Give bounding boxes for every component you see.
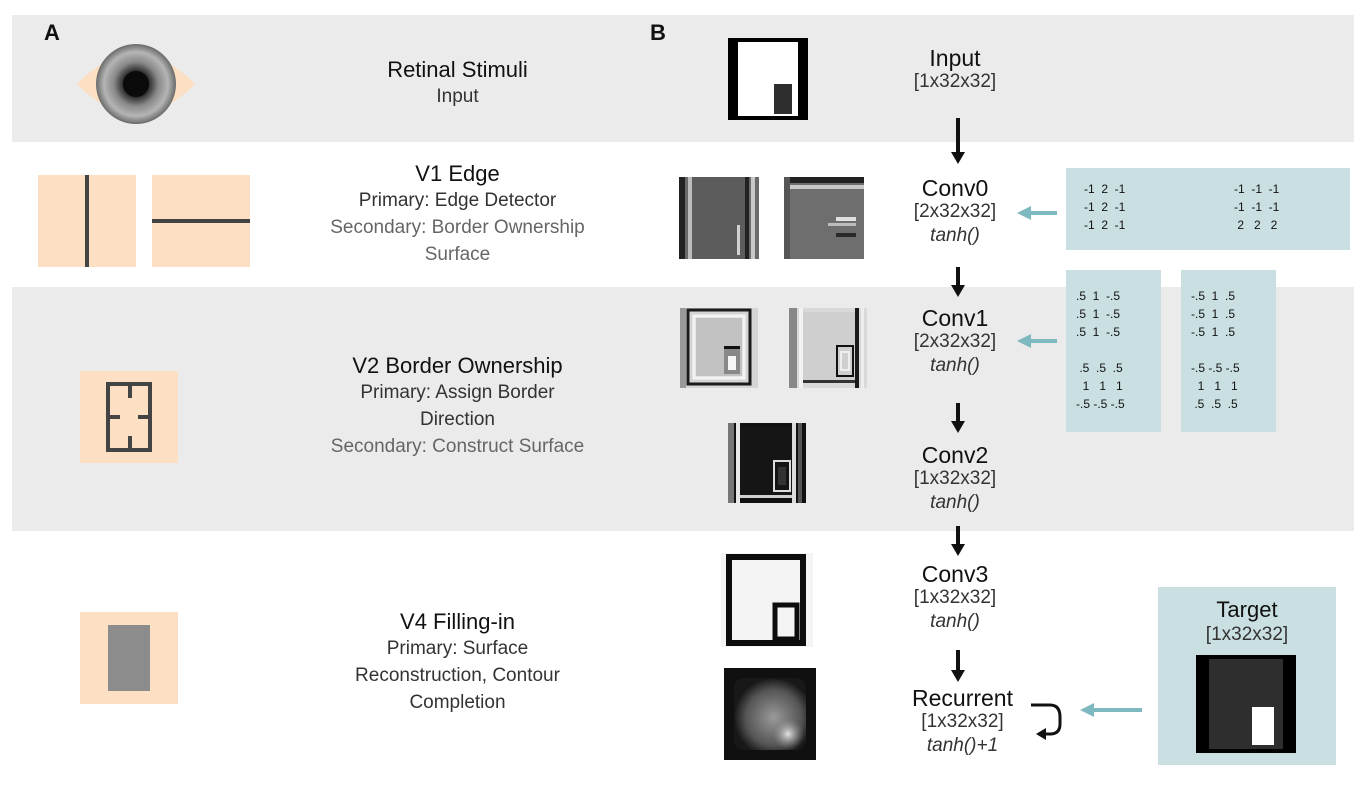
node-conv1-name: Conv1 [921, 305, 989, 331]
target-arrow [1080, 703, 1142, 717]
panel-label-a: A [44, 20, 60, 45]
area-retinal-text: Retinal Stimuli Input [300, 56, 615, 110]
node-conv0-activation: tanh() [930, 225, 980, 246]
node-recurrent: Recurrent [1x32x32] tanh()+1 [885, 686, 1040, 758]
area-v4-primary: Primary: Surface [386, 638, 529, 659]
area-v4-primary-cont1: Reconstruction, Contour [355, 665, 560, 686]
area-retinal-title: Retinal Stimuli [387, 57, 528, 82]
conv1-feature-map-2 [789, 308, 867, 388]
conv0-kernel-arrow [1017, 206, 1057, 220]
conv1-kernel-panel-1: .5 1 -.5 .5 1 -.5 .5 1 -.5 .5 .5 .5 1 1 … [1066, 270, 1161, 432]
conv2-feature-map [728, 423, 806, 503]
arrow-conv3-to-recurrent [951, 650, 965, 682]
node-recurrent-shape: [1x32x32] [921, 711, 1004, 732]
area-v1-text: V1 Edge Primary: Edge Detector Secondary… [300, 160, 615, 268]
node-conv3-name: Conv3 [921, 561, 989, 587]
node-input-shape: [1x32x32] [913, 71, 997, 92]
conv1-kernel-2: -.5 1 .5 -.5 1 .5 -.5 1 .5 -.5 -.5 -.5 1… [1191, 289, 1240, 411]
node-recurrent-name: Recurrent [912, 685, 1013, 711]
input-image [728, 38, 808, 120]
area-v2-primary: Primary: Assign Border [360, 382, 555, 403]
arrow-conv2-to-conv3 [951, 526, 965, 556]
conv1-kernel-1: .5 1 -.5 .5 1 -.5 .5 1 -.5 .5 .5 .5 1 1 … [1076, 289, 1125, 411]
node-conv0: Conv0 [2x32x32] tanh() [880, 176, 1030, 248]
area-v1-secondary: Secondary: Border Ownership [330, 217, 585, 238]
arrow-conv0-to-conv1 [951, 267, 965, 297]
area-v2-secondary: Secondary: Construct Surface [330, 436, 585, 457]
node-conv1-shape: [2x32x32] [913, 331, 997, 352]
conv0-kernel-2: -1 -1 -1 -1 -1 -1 2 2 2 [1234, 182, 1280, 232]
area-v4-title: V4 Filling-in [400, 609, 515, 634]
node-conv1-activation: tanh() [930, 355, 980, 376]
band-retinal [12, 15, 1354, 142]
node-conv2: Conv2 [1x32x32] tanh() [880, 443, 1030, 515]
target-panel: Target [1x32x32] [1158, 587, 1336, 765]
node-conv3: Conv3 [1x32x32] tanh() [880, 562, 1030, 634]
node-input-name: Input [929, 45, 981, 71]
node-conv0-name: Conv0 [921, 175, 989, 201]
eye-icon [77, 44, 195, 124]
conv1-feature-map-1 [680, 308, 758, 388]
node-conv2-name: Conv2 [921, 442, 989, 468]
area-v4-primary-cont2: Completion [409, 692, 506, 713]
conv3-feature-map [721, 553, 813, 647]
node-conv2-shape: [1x32x32] [913, 468, 997, 489]
conv0-feature-map-1 [679, 177, 759, 259]
conv1-kernel-arrow [1017, 334, 1057, 348]
node-conv2-activation: tanh() [930, 492, 980, 513]
target-name: Target [1216, 597, 1278, 622]
target-image [1196, 655, 1296, 753]
area-v2-title: V2 Border Ownership [352, 353, 563, 378]
target-shape: [1x32x32] [1205, 624, 1289, 645]
arrow-conv1-to-conv2 [951, 403, 965, 433]
arrow-input-to-conv0 [951, 118, 965, 164]
conv0-kernel-panel: -1 2 -1 -1 2 -1 -1 2 -1 -1 -1 -1 -1 -1 -… [1066, 168, 1350, 250]
horizontal-edge-icon [152, 175, 250, 267]
border-ownership-icon [80, 371, 178, 463]
node-conv0-shape: [2x32x32] [913, 201, 997, 222]
recurrent-loop-arrow [1031, 703, 1062, 740]
recurrent-output-map [724, 668, 816, 760]
panel-label-b: B [650, 20, 666, 45]
area-v4-text: V4 Filling-in Primary: Surface Reconstru… [300, 608, 615, 716]
conv0-kernel-1: -1 2 -1 -1 2 -1 -1 2 -1 [1084, 182, 1126, 232]
node-input: Input [1x32x32] [880, 46, 1030, 94]
area-retinal-input: Input [436, 86, 479, 107]
target-label: Target [1x32x32] [1158, 597, 1336, 647]
area-v1-title: V1 Edge [415, 161, 500, 186]
node-recurrent-activation: tanh()+1 [926, 735, 999, 756]
vertical-edge-icon [38, 175, 136, 267]
node-conv1: Conv1 [2x32x32] tanh() [880, 306, 1030, 378]
area-v1-secondary-cont: Surface [424, 244, 491, 265]
filling-in-icon [80, 612, 178, 704]
area-v2-primary-cont: Direction [420, 409, 495, 430]
node-conv3-activation: tanh() [930, 611, 980, 632]
node-conv3-shape: [1x32x32] [913, 587, 997, 608]
area-v2-text: V2 Border Ownership Primary: Assign Bord… [300, 352, 615, 460]
conv1-kernel-panel-2: -.5 1 .5 -.5 1 .5 -.5 1 .5 -.5 -.5 -.5 1… [1181, 270, 1276, 432]
area-v1-primary: Primary: Edge Detector [358, 190, 557, 211]
conv0-feature-map-2 [784, 177, 864, 259]
